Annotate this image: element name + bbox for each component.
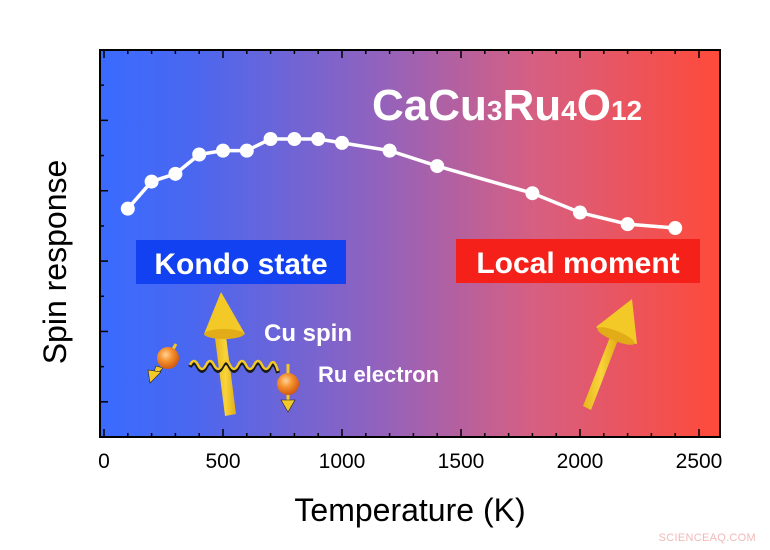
- cu-electron-icon: [147, 343, 179, 384]
- watermark: SCIENCEAQ.COM: [658, 532, 756, 544]
- spin-response-line: [126, 137, 676, 230]
- data-point: [120, 201, 135, 216]
- data-point: [168, 166, 183, 181]
- plot-frame: [99, 49, 721, 438]
- data-point: [525, 186, 540, 201]
- coupling-wave-highlight-icon: [188, 359, 280, 372]
- data-point: [239, 143, 254, 158]
- cu-spin-label: Cu spin: [264, 320, 352, 347]
- x-tick-label: 500: [205, 450, 240, 473]
- kondo-state-box: [136, 240, 346, 284]
- data-point: [620, 217, 635, 232]
- kondo-state-label: Kondo state: [154, 248, 327, 281]
- data-point: [668, 221, 683, 236]
- data-point: [311, 132, 326, 147]
- data-point: [573, 205, 587, 220]
- local-moment-label: Local moment: [476, 247, 679, 280]
- local-moment-arrow-icon: [583, 299, 637, 410]
- x-tick-label: 1000: [319, 450, 366, 473]
- data-point: [216, 143, 230, 158]
- cu-spin-arrow-icon: [204, 292, 245, 416]
- data-point: [144, 174, 159, 189]
- x-axis-ticks: [103, 50, 700, 437]
- data-point: [192, 147, 207, 162]
- data-point: [287, 132, 302, 147]
- y-axis-ticks: [100, 84, 108, 403]
- ru-electron-label: Ru electron: [318, 362, 439, 387]
- data-point: [335, 135, 349, 150]
- x-tick-label: 0: [98, 450, 110, 473]
- spin-response-markers: [120, 132, 683, 236]
- local-moment-box: [456, 239, 700, 283]
- data-point: [263, 132, 278, 147]
- data-point: [430, 159, 445, 174]
- x-axis-tick-labels: 0 500 1000 1500 2000 2500: [98, 450, 722, 473]
- x-tick-label: 2000: [557, 450, 604, 473]
- ru-electron-icon: [277, 364, 299, 413]
- x-tick-label: 1500: [438, 450, 485, 473]
- x-tick-label: 2500: [676, 450, 723, 473]
- chart-title: CaCu3Ru4O12: [372, 81, 642, 130]
- x-axis-label: Temperature (K): [294, 492, 525, 528]
- data-point: [382, 143, 397, 158]
- y-axis-label: Spin response: [37, 160, 73, 365]
